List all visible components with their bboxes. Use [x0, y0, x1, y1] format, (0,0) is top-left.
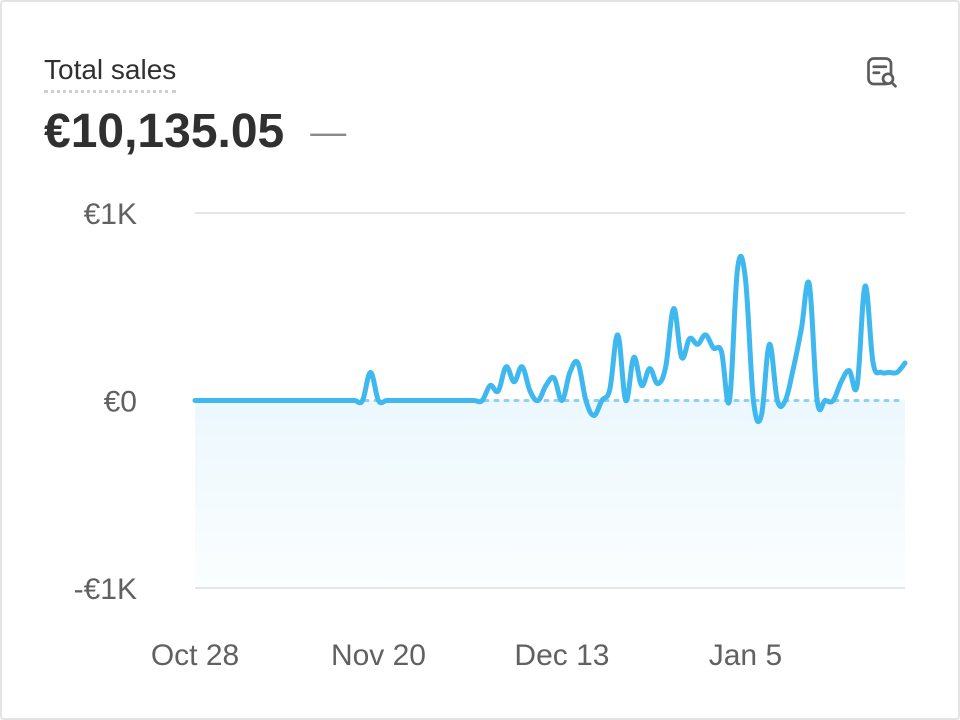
- explore-report-button[interactable]: [860, 52, 904, 92]
- sales-series-line[interactable]: [192, 253, 908, 425]
- comparison-indicator: —: [310, 111, 347, 152]
- card-title[interactable]: Total sales: [44, 54, 177, 93]
- area-fill: [195, 400, 905, 588]
- x-tick-label: Jan 5: [709, 639, 782, 672]
- total-sales-value: €10,135.05: [44, 105, 285, 158]
- x-tick-label: Nov 20: [331, 639, 426, 672]
- x-tick-label: Oct 28: [151, 639, 239, 672]
- y-tick-label: -€1K: [74, 573, 137, 606]
- x-tick-label: Dec 13: [514, 639, 609, 672]
- y-tick-label: €1K: [84, 198, 137, 231]
- chart-search-icon: [867, 57, 897, 88]
- y-tick-label: €0: [104, 386, 137, 419]
- metric-row: €10,135.05 —: [44, 104, 346, 160]
